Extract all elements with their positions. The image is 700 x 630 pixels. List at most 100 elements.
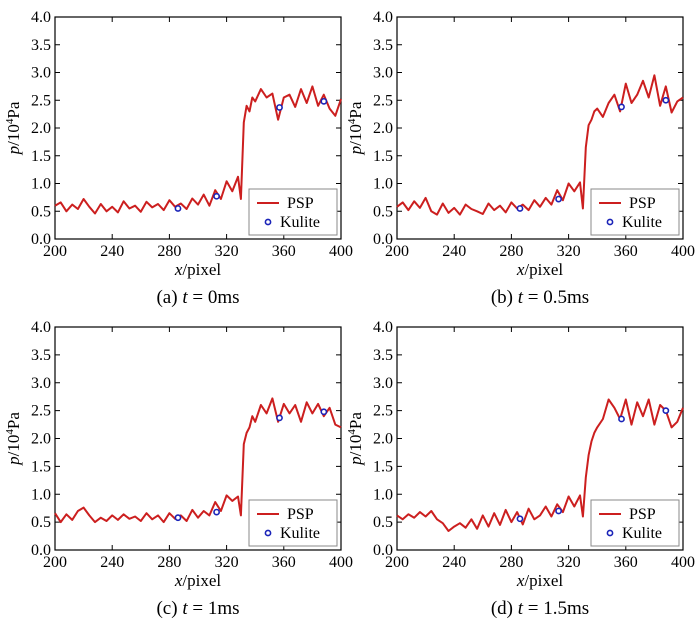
legend-kulite-label: Kulite — [622, 214, 662, 231]
y-tick-label: 3.0 — [373, 375, 393, 392]
x-tick-label: 200 — [385, 243, 409, 260]
y-tick-label: 1.5 — [373, 148, 393, 165]
kulite-point — [662, 96, 670, 104]
y-tick-label: 4.0 — [373, 9, 393, 26]
kulite-point — [213, 192, 220, 200]
kulite-point — [320, 408, 328, 416]
y-tick-label: 3.0 — [31, 65, 51, 82]
y-tick-label: 2.5 — [31, 92, 51, 109]
y-axis-label: p/104Pa — [346, 412, 365, 466]
x-tick-label: 200 — [43, 554, 67, 571]
y-tick-label: 1.0 — [31, 486, 51, 503]
kulite-point — [555, 507, 562, 515]
kulite-point — [276, 104, 283, 111]
x-tick-label: 400 — [671, 243, 695, 260]
y-tick-label: 2.0 — [31, 431, 51, 448]
x-tick-label: 400 — [329, 243, 353, 260]
kulite-point — [276, 414, 283, 422]
y-tick-label: 4.0 — [31, 9, 51, 26]
y-tick-label: 1.5 — [373, 458, 393, 475]
y-tick-label: 3.0 — [373, 65, 393, 82]
kulite-point — [516, 515, 524, 523]
y-tick-label: 0.0 — [31, 542, 51, 559]
legend-box — [248, 499, 338, 547]
x-tick-label: 280 — [499, 554, 523, 571]
y-tick-label: 4.0 — [31, 319, 51, 336]
legend-kulite-label: Kulite — [280, 525, 320, 542]
x-axis-label: x/pixel — [174, 571, 222, 590]
legend-psp-label: PSP — [629, 195, 656, 212]
legend-kulite-swatch — [264, 218, 272, 226]
y-tick-label: 1.0 — [31, 176, 51, 193]
legend-box — [248, 188, 338, 236]
legend-psp-label: PSP — [629, 506, 656, 523]
y-tick-label: 4.0 — [373, 319, 393, 336]
y-tick-label: 2.5 — [373, 403, 393, 420]
y-tick-label: 0.0 — [373, 231, 393, 248]
x-tick-label: 320 — [215, 243, 239, 260]
chart-panel-b: 200 240 280 320 360 400 0.0 0.5 1.0 1.5 2.0 2.5 3.0 3… — [346, 9, 695, 308]
kulite-point — [320, 97, 328, 105]
y-tick-label: 0.5 — [31, 514, 51, 531]
x-tick-label: 360 — [272, 243, 296, 260]
legend-kulite-swatch — [606, 218, 614, 226]
y-axis-label: p/104Pa — [4, 101, 23, 155]
x-tick-label: 360 — [614, 554, 638, 571]
legend-box — [590, 499, 680, 547]
legend-kulite-swatch — [606, 529, 614, 537]
x-axis-label: x/pixel — [516, 571, 564, 590]
y-tick-label: 3.0 — [31, 375, 51, 392]
kulite-point — [618, 415, 625, 423]
kulite-point — [174, 205, 182, 212]
psp-series-line — [54, 397, 342, 524]
y-tick-label: 0.5 — [373, 203, 393, 220]
x-tick-label: 280 — [499, 243, 523, 260]
legend: PSP Kulite — [590, 499, 680, 547]
x-tick-label: 320 — [557, 243, 581, 260]
x-tick-label: 200 — [385, 554, 409, 571]
kulite-point — [555, 195, 562, 203]
psp-series-line — [54, 85, 342, 215]
x-tick-label: 280 — [157, 554, 181, 571]
y-tick-label: 3.5 — [373, 37, 393, 54]
kulite-point — [174, 514, 182, 522]
y-tick-label: 2.0 — [31, 120, 51, 137]
legend-kulite-label: Kulite — [280, 214, 320, 231]
chart-panel-d: 200 240 280 320 360 400 0.0 0.5 1.0 1.5 2.0 2.5 3.0 3… — [346, 319, 695, 619]
legend-psp-label: PSP — [287, 195, 314, 212]
x-tick-label: 240 — [100, 554, 124, 571]
x-axis-label: x/pixel — [516, 260, 564, 279]
y-tick-label: 1.0 — [373, 486, 393, 503]
legend-psp-label: PSP — [287, 506, 314, 523]
legend: PSP Kulite — [248, 188, 338, 236]
y-tick-label: 2.5 — [373, 92, 393, 109]
x-tick-label: 320 — [557, 554, 581, 571]
y-tick-label: 1.0 — [373, 176, 393, 193]
x-tick-label: 360 — [272, 554, 296, 571]
psp-series-line — [396, 398, 684, 532]
y-tick-label: 0.0 — [373, 542, 393, 559]
panel-caption: (a) t = 0ms — [156, 287, 239, 308]
y-tick-label: 3.5 — [31, 347, 51, 364]
x-axis-label: x/pixel — [174, 260, 222, 279]
x-tick-label: 360 — [614, 243, 638, 260]
y-tick-label: 0.5 — [373, 514, 393, 531]
chart-panel-c: 200 240 280 320 360 400 0.0 0.5 1.0 1.5 2.0 2.5 3.0 3… — [4, 319, 353, 619]
kulite-point — [662, 407, 670, 415]
y-tick-label: 3.5 — [31, 37, 51, 54]
x-tick-label: 240 — [442, 243, 466, 260]
x-tick-label: 400 — [671, 554, 695, 571]
panel-caption: (b) t = 0.5ms — [491, 287, 589, 308]
y-tick-label: 0.5 — [31, 203, 51, 220]
y-tick-label: 2.0 — [373, 431, 393, 448]
x-tick-label: 240 — [442, 554, 466, 571]
x-tick-label: 200 — [43, 243, 67, 260]
kulite-point — [213, 508, 220, 516]
x-tick-label: 240 — [100, 243, 124, 260]
y-tick-label: 3.5 — [373, 347, 393, 364]
y-tick-label: 2.0 — [373, 120, 393, 137]
panel-caption: (c) t = 1ms — [156, 598, 239, 619]
kulite-point — [618, 103, 625, 111]
x-tick-label: 280 — [157, 243, 181, 260]
